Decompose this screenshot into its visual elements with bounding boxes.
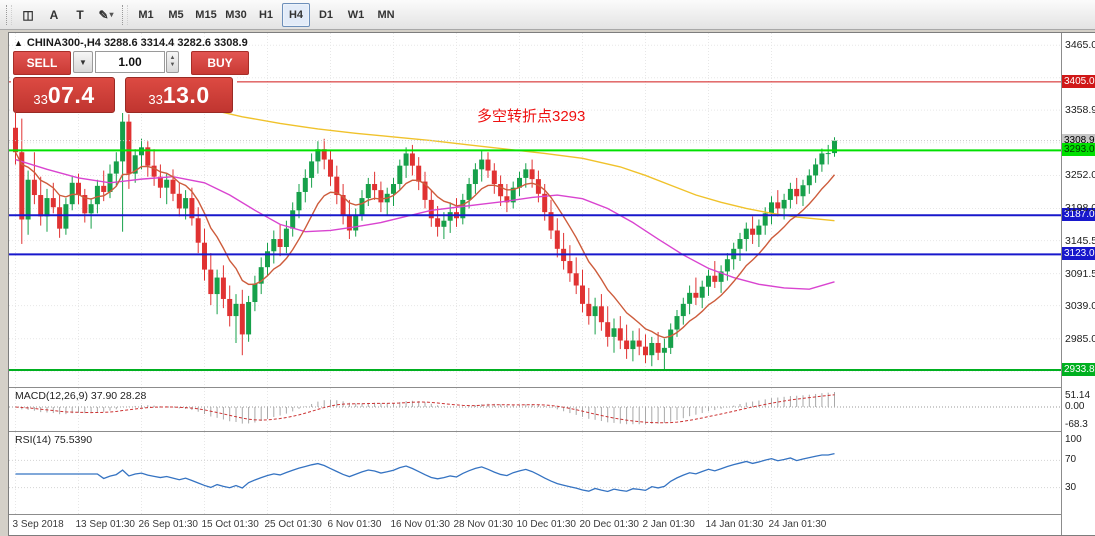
timeframe-h1-button[interactable]: H1 [258,8,274,21]
sell-price-main: 07.4 [47,81,95,108]
cursor-tool-icon: A [49,7,59,22]
chart-icon-button[interactable]: ◫ [16,3,40,27]
sell-price-prefix: 33 [33,91,48,107]
pane-separator[interactable] [9,387,1095,388]
time-axis-label: 3 Sep 2018 [12,519,64,530]
chart-title-row: ▲ CHINA300-,H4 3288.6 3314.4 3282.6 3308… [14,37,248,49]
time-axis-label: 13 Sep 01:30 [75,519,136,530]
price-badge: 3293.0 [1062,143,1095,157]
price-chart[interactable] [9,33,1061,387]
rsi-axis-value: 70 [1065,454,1077,466]
toolbar-grip[interactable] [122,4,128,25]
price-tick-label: 3039.0 [1065,299,1095,312]
stepper-down-icon: ▼ [169,62,176,68]
macd-indicator-label: MACD(12,26,9) 37.90 28.28 [15,390,147,402]
time-axis-label: 6 Nov 01:30 [327,519,382,530]
buy-price-box[interactable]: 33 13.0 [125,77,233,113]
price-badge: 3405.0 [1062,74,1095,88]
time-axis[interactable]: 3 Sep 2018 13 Sep 01:30 26 Sep 01:30 15 Oct… [9,515,1061,535]
price-tick-label: 3465.0 [1065,39,1095,52]
volume-input[interactable]: 1.00 [95,51,165,73]
time-axis-label: 15 Oct 01:30 [201,519,259,530]
rsi-line [15,452,835,493]
one-click-collapse-icon[interactable]: ▲ [14,38,23,48]
macd-panel[interactable] [9,388,1061,431]
price-tick-label: 3091.5 [1065,267,1095,280]
pane-separator[interactable] [9,431,1095,432]
time-axis-label: 28 Nov 01:30 [453,519,514,530]
rsi-axis-value: 30 [1065,481,1077,493]
chevron-down-icon: ▼ [79,57,87,67]
timeframe-d1-button[interactable]: D1 [318,8,334,21]
timeframe-m15-button[interactable]: M15 [195,8,217,21]
macd-signal-line [15,394,835,424]
ma-mid-line [15,158,835,290]
price-tick-label: 3145.5 [1065,234,1095,247]
timeframe-m1-button[interactable]: M1 [138,8,154,21]
buy-button[interactable]: BUY [191,51,249,75]
cursor-tool-button[interactable]: A [42,3,66,27]
chart-icon: ◫ [22,7,34,22]
pencil-icon: ✎ [98,7,109,22]
chart-annotation-text[interactable]: 多空转折点3293 [477,108,586,125]
macd-axis-value: -68.3 [1065,419,1088,430]
timeframe-h4-button[interactable]: H4 [282,2,310,27]
buy-price-prefix: 33 [148,91,163,107]
time-axis-label: 24 Jan 01:30 [768,519,827,530]
time-axis-label: 16 Nov 01:30 [390,519,451,530]
volume-stepper[interactable]: ▲ ▼ [166,51,179,73]
ma-fast-line [14,151,836,339]
chart-title: CHINA300-,H4 3288.6 3314.4 3282.6 3308.9 [26,37,248,49]
timeframe-m30-button[interactable]: M30 [225,8,247,21]
text-tool-icon: T [76,7,84,22]
price-axis[interactable]: 3405.0 3308.9 3293.0 3187.0 3123.0 2933.8 3465… [1061,33,1095,535]
time-axis-label: 10 Dec 01:30 [516,519,577,530]
price-badge: 3187.0 [1062,208,1095,222]
stepper-up-icon: ▲ [169,55,176,61]
drawing-tools-button[interactable]: ✎ ▾ [94,3,118,27]
timeframe-m5-button[interactable]: M5 [168,8,184,21]
rsi-panel[interactable] [9,432,1061,514]
macd-axis-value: 51.14 [1065,390,1091,401]
main-toolbar: ◫ A T ✎ ▾ M1 M5 M15 M30 H1 H4 D1 W1 MN [0,0,1095,30]
time-axis-label: 25 Oct 01:30 [264,519,322,530]
time-axis-label: 26 Sep 01:30 [138,519,199,530]
rsi-indicator-label: RSI(14) 75.5390 [15,434,93,446]
text-label-tool-button[interactable]: T [68,3,92,27]
price-badge: 3123.0 [1062,247,1095,261]
toolbar-grip[interactable] [6,4,12,25]
macd-axis-value: 0.00 [1065,401,1085,412]
price-tick-label: 3252.0 [1065,169,1095,182]
price-tick-label: 2985.0 [1065,332,1095,345]
time-axis-label: 2 Jan 01:30 [642,519,695,530]
sell-button[interactable]: SELL [13,51,71,75]
timeframe-group: M1 M5 M15 M30 H1 H4 D1 W1 MN [131,2,401,27]
rsi-axis-value: 100 [1065,434,1082,445]
pane-separator[interactable] [9,514,1095,515]
timeframe-mn-button[interactable]: MN [377,8,395,21]
buy-price-main: 13.0 [162,81,210,108]
time-axis-label: 20 Dec 01:30 [579,519,640,530]
volume-dropdown[interactable]: ▼ [73,51,93,73]
timeframe-w1-button[interactable]: W1 [347,8,365,21]
price-tick-label: 3198.0 [1065,202,1095,215]
one-click-trading-panel: SELL ▼ 1.00 ▲ ▼ BUY 33 07.4 33 13.0 [11,49,249,113]
sell-price-box[interactable]: 33 07.4 [13,77,115,113]
time-axis-label: 14 Jan 01:30 [705,519,764,530]
chart-window: 3 Sep 2018 13 Sep 01:30 26 Sep 01:30 15 Oct… [8,32,1095,536]
price-tick-label: 3358.9 [1065,104,1095,117]
chevron-down-icon: ▾ [109,10,114,19]
price-badge: 2933.8 [1062,363,1095,376]
